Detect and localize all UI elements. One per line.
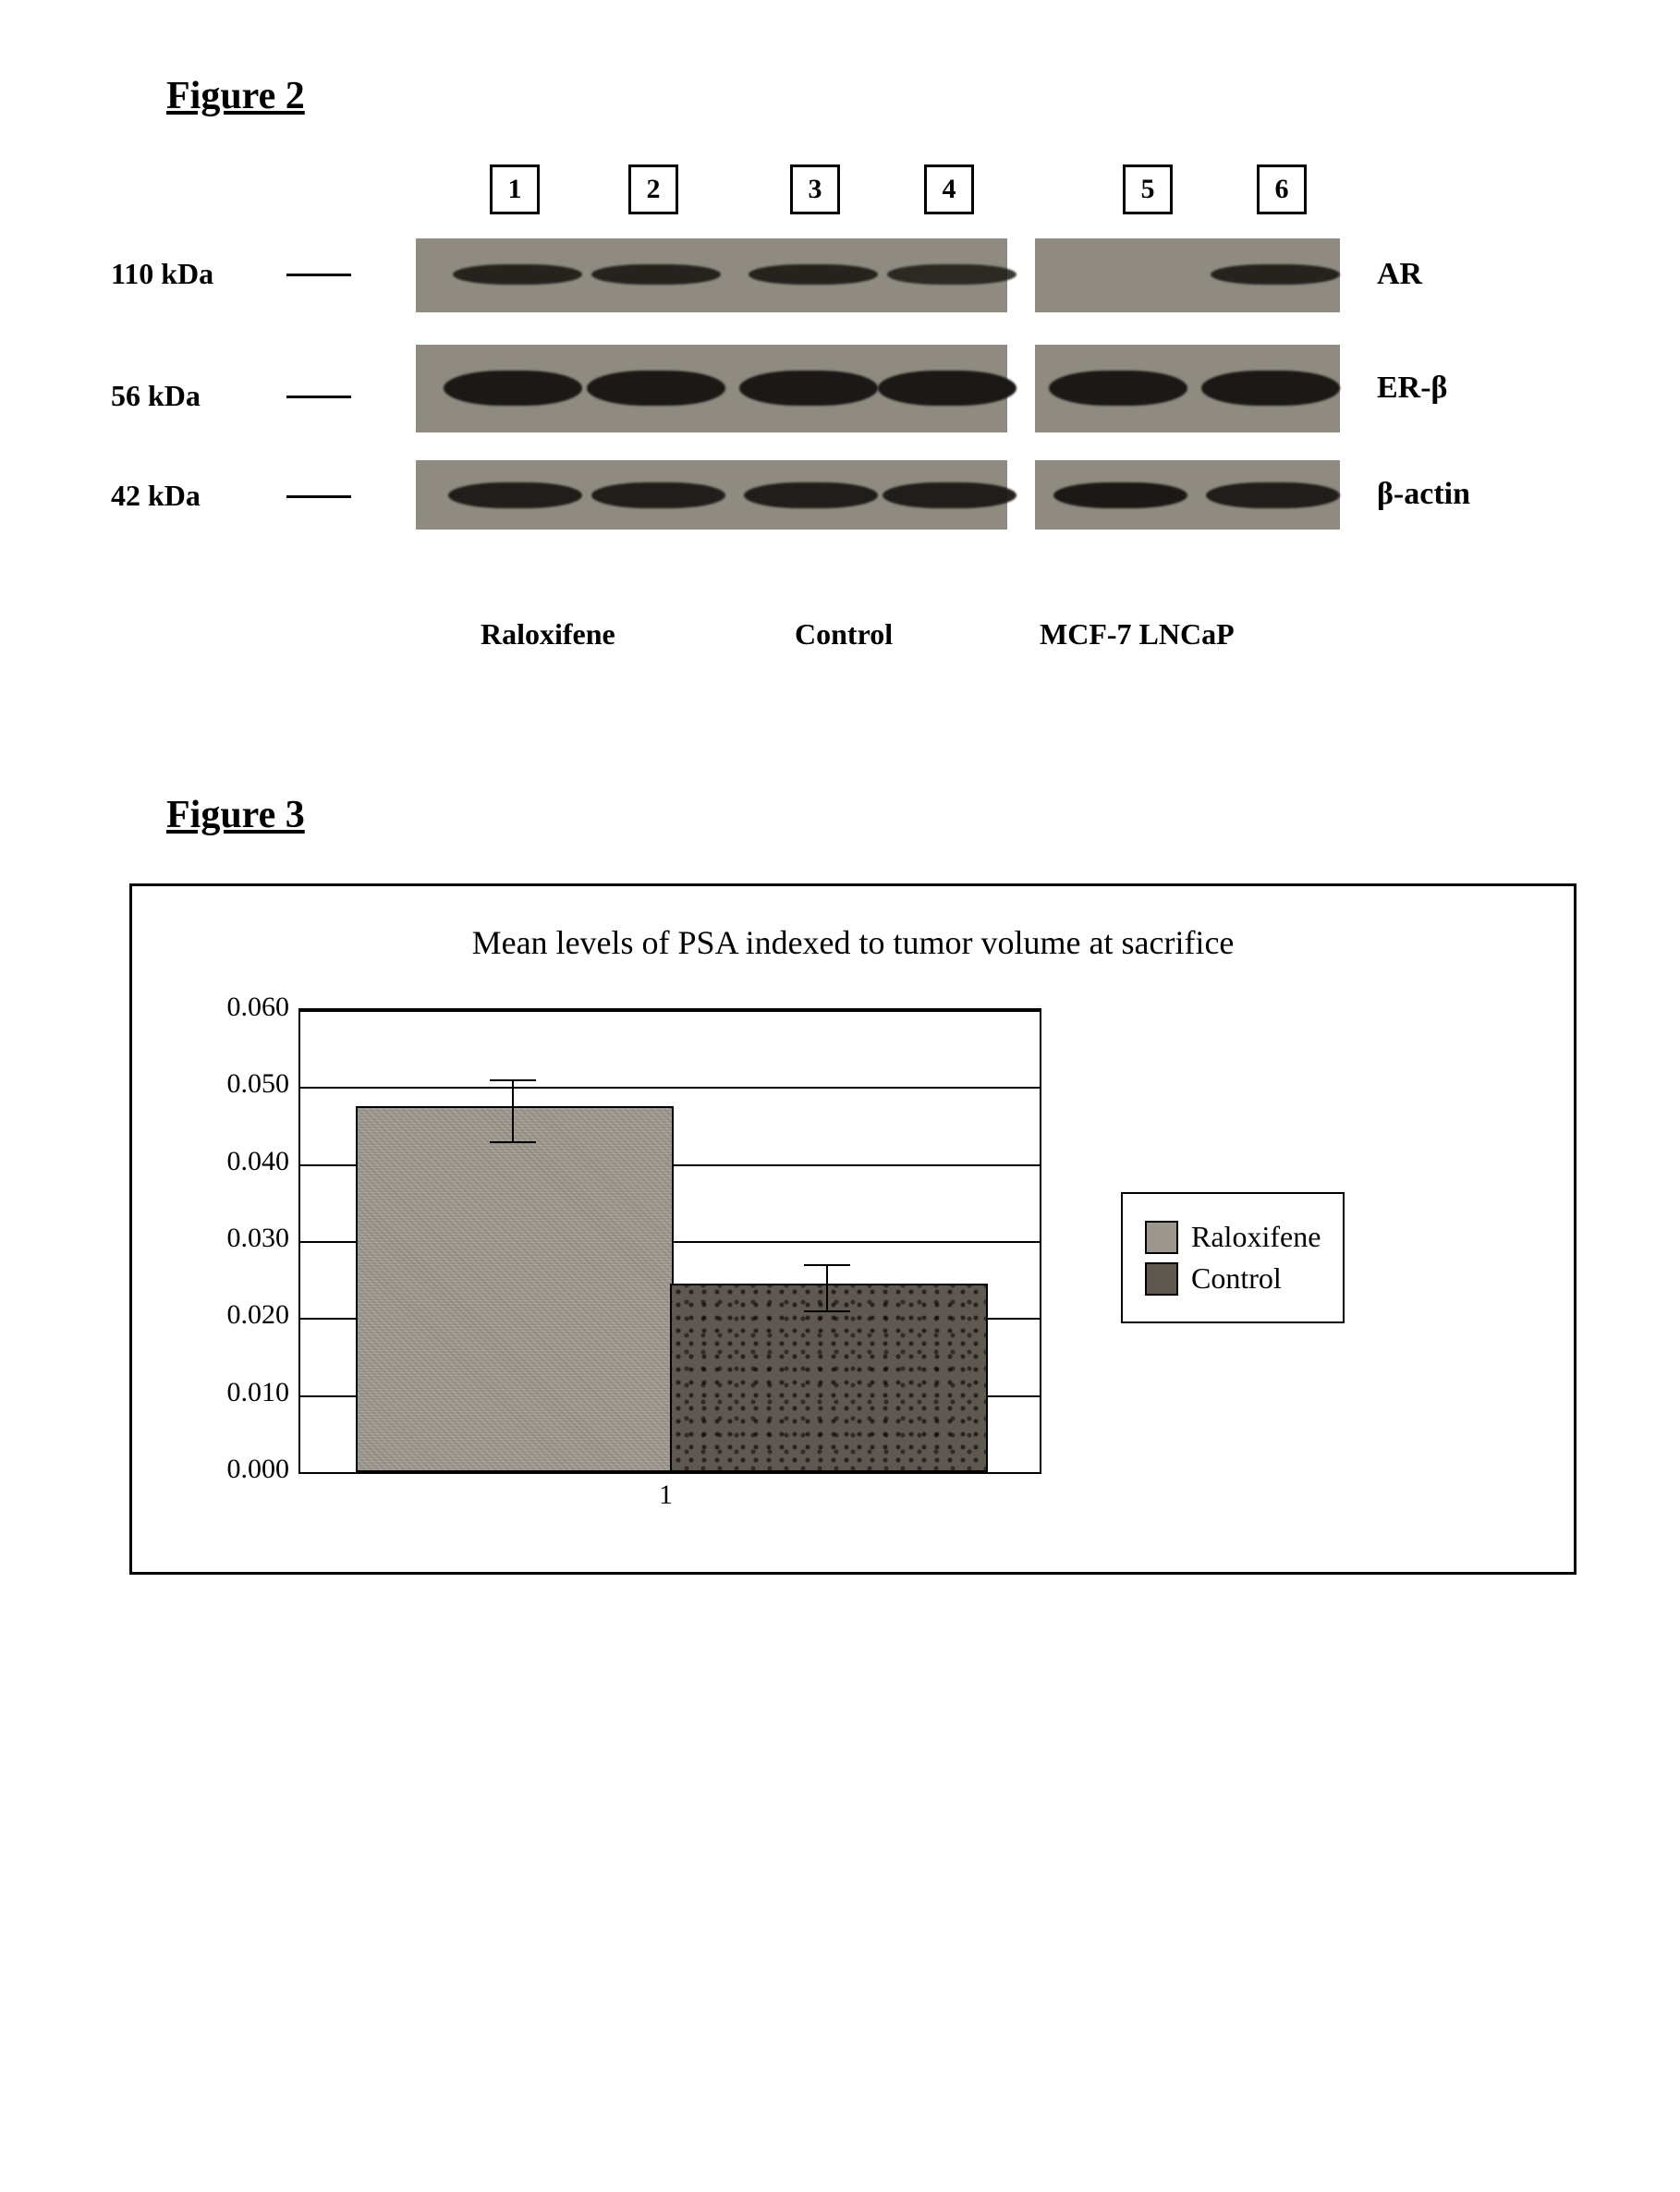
- figure2-title: Figure 2: [166, 74, 1569, 118]
- gridline: [300, 1010, 1040, 1012]
- blot-band: [591, 482, 725, 508]
- lane-number: 2: [628, 164, 678, 214]
- mw-tick: [286, 396, 351, 398]
- mw-tick: [286, 495, 351, 498]
- figure3-title: Figure 3: [166, 793, 1569, 837]
- legend-label: Control: [1191, 1261, 1282, 1296]
- error-cap: [804, 1310, 850, 1312]
- error-bar: [826, 1264, 828, 1310]
- ytick-label: 0.000: [178, 1454, 289, 1485]
- legend-swatch: [1145, 1221, 1178, 1254]
- figure3-plot: 0.0000.0100.0200.0300.0400.0500.0601: [178, 999, 1056, 1516]
- blot-band: [1053, 482, 1187, 508]
- blot-band: [878, 371, 1017, 406]
- lane-number: 4: [924, 164, 974, 214]
- blot-band: [883, 482, 1017, 508]
- ytick-label: 0.020: [178, 1299, 289, 1331]
- blot-band: [444, 371, 582, 406]
- row-label: AR: [1377, 257, 1497, 292]
- group-label: Raloxifene: [481, 617, 615, 652]
- lane-number: 5: [1123, 164, 1173, 214]
- mw-tick: [286, 274, 351, 276]
- group-label: MCF-7 LNCaP: [1040, 617, 1235, 652]
- lane-number: 3: [790, 164, 840, 214]
- error-cap: [804, 1264, 850, 1266]
- blot-band: [448, 482, 582, 508]
- blot-band: [1206, 482, 1340, 508]
- legend-label: Raloxifene: [1191, 1220, 1321, 1254]
- bar: [356, 1106, 674, 1472]
- lane-number: 1: [490, 164, 540, 214]
- ytick-label: 0.040: [178, 1146, 289, 1177]
- blot-band: [1201, 371, 1340, 406]
- lane-number: 6: [1257, 164, 1307, 214]
- ytick-label: 0.010: [178, 1377, 289, 1408]
- blot-band: [739, 371, 878, 406]
- error-cap: [490, 1079, 536, 1081]
- blot-band: [453, 264, 582, 285]
- x-category-label: 1: [659, 1480, 673, 1511]
- mw-label: 56 kDa: [111, 379, 201, 413]
- blot-band: [887, 264, 1017, 285]
- mw-label: 42 kDa: [111, 479, 201, 513]
- legend-swatch: [1145, 1262, 1178, 1296]
- row-label: ER-β: [1377, 371, 1497, 406]
- row-label: β-actin: [1377, 477, 1497, 512]
- error-bar: [512, 1079, 514, 1141]
- blot-band: [587, 371, 725, 406]
- blot-band: [591, 264, 721, 285]
- figure3-chart-title: Mean levels of PSA indexed to tumor volu…: [178, 923, 1528, 962]
- figure3-frame: Mean levels of PSA indexed to tumor volu…: [129, 883, 1577, 1575]
- blot-band: [1211, 264, 1340, 285]
- legend-item: Raloxifene: [1145, 1220, 1321, 1254]
- legend-item: Control: [1145, 1261, 1321, 1296]
- blot-band: [1049, 371, 1187, 406]
- plot-area: [298, 1008, 1041, 1474]
- blot-band: [744, 482, 878, 508]
- mw-label: 110 kDa: [111, 257, 213, 291]
- group-label: Control: [795, 617, 893, 652]
- figure3-legend: Raloxifene Control: [1121, 1192, 1345, 1323]
- figure2-blot: 1 2 3 4 5 6 110 kDa 56 kDa 42 kDa AR ER-β β-actin Ra…: [111, 164, 1497, 682]
- gridline: [300, 1087, 1040, 1089]
- blot-band: [749, 264, 878, 285]
- ytick-label: 0.060: [178, 992, 289, 1023]
- error-cap: [490, 1141, 536, 1143]
- ytick-label: 0.050: [178, 1068, 289, 1100]
- ytick-label: 0.030: [178, 1223, 289, 1254]
